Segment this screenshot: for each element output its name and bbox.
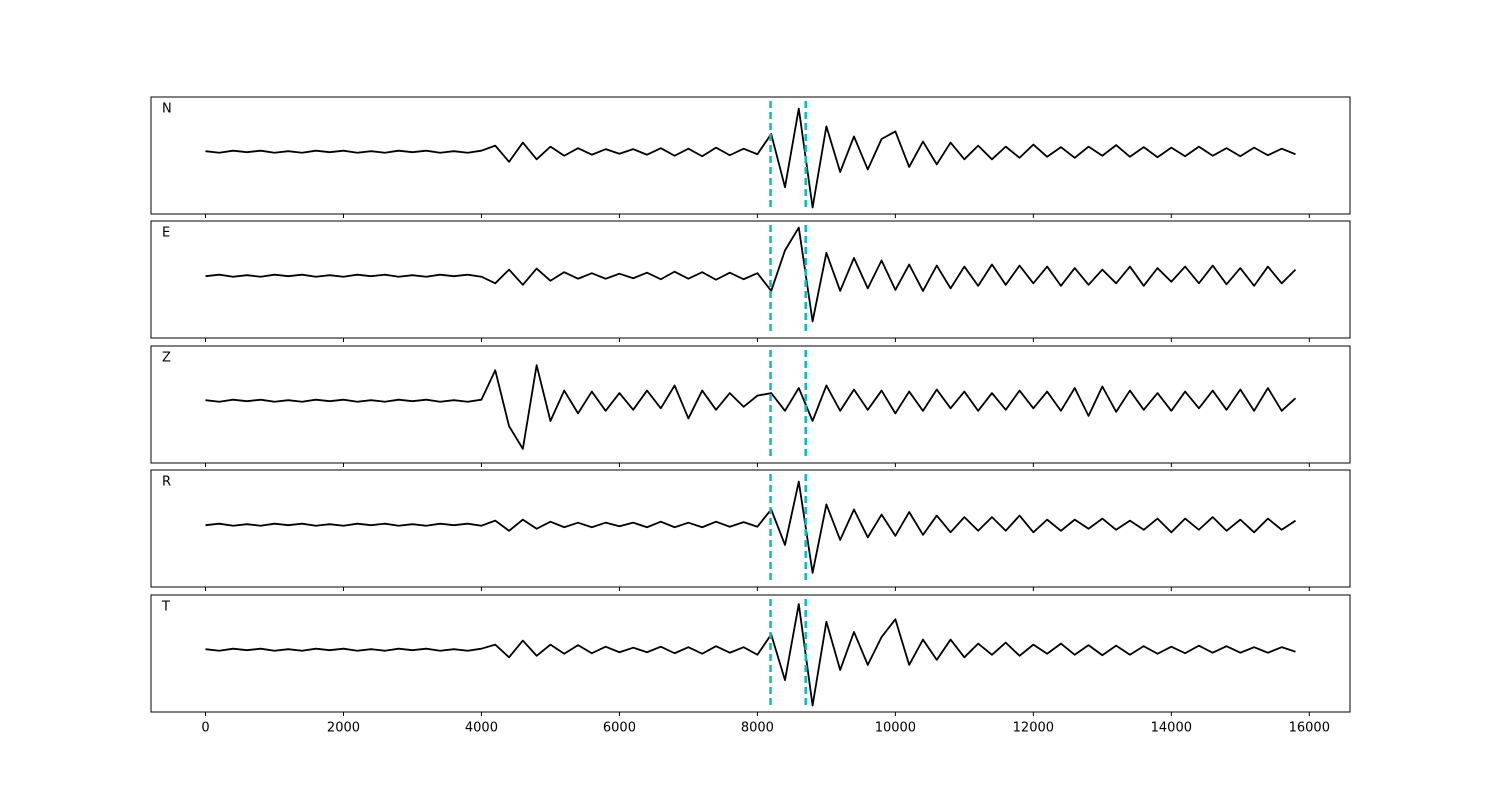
trace xyxy=(205,107,1296,209)
panel-frame xyxy=(150,96,1351,215)
panel-frame xyxy=(150,220,1351,339)
panel-frame xyxy=(150,594,1351,713)
x-tick-label: 10000 xyxy=(875,721,916,736)
panel-label: R xyxy=(162,475,171,490)
trace xyxy=(205,480,1296,574)
x-tick-label: 0 xyxy=(201,721,209,736)
x-tick-label: 16000 xyxy=(1289,721,1330,736)
panel-label: N xyxy=(162,102,172,117)
panel-label: E xyxy=(162,226,170,241)
x-tick-label: 6000 xyxy=(603,721,636,736)
x-tick-label: 2000 xyxy=(327,721,360,736)
trace xyxy=(205,364,1297,450)
x-tick-label: 8000 xyxy=(741,721,774,736)
trace xyxy=(205,226,1297,323)
panel-label: T xyxy=(161,600,170,615)
x-tick-label: 4000 xyxy=(465,721,498,736)
trace xyxy=(205,603,1296,707)
panel-frame xyxy=(150,469,1351,588)
x-tick-label: 14000 xyxy=(1151,721,1192,736)
x-tick-label: 12000 xyxy=(1013,721,1054,736)
panel-frame xyxy=(150,345,1351,464)
panel-label: Z xyxy=(162,351,171,366)
